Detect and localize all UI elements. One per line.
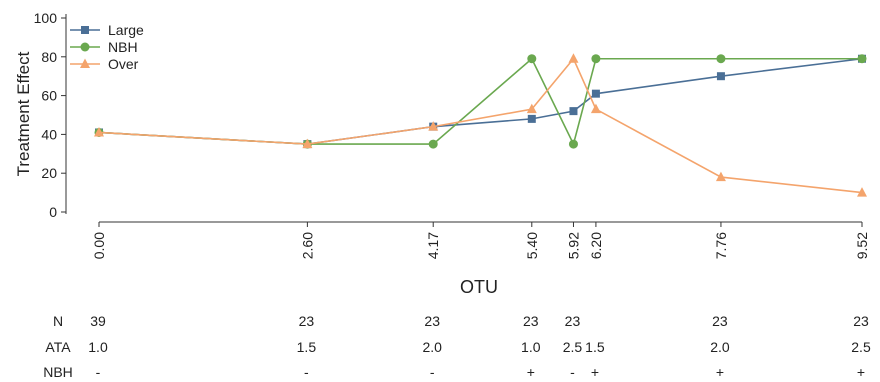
data-point-over (428, 121, 439, 131)
table-cell: 39 (90, 313, 106, 329)
table-cell: 23 (853, 313, 869, 329)
data-point-over (568, 53, 579, 63)
x-ticks: 0.00 2.60 4.17 5.40 5.92 6.20 7.76 9.52 (91, 222, 870, 259)
x-tick-label: 6.20 (588, 232, 604, 259)
data-point-over (715, 171, 726, 182)
x-tick-label: 2.60 (299, 232, 315, 259)
data-point-over (94, 126, 104, 137)
series-large (95, 54, 866, 149)
series-nbh (94, 54, 867, 149)
data-point-nbh (527, 54, 537, 64)
legend-label: Over (108, 56, 139, 72)
x-tick-label: 4.17 (425, 232, 441, 259)
data-point-over (590, 103, 601, 114)
table-row-label: N (53, 313, 63, 329)
data-point-nbh (428, 139, 438, 149)
table-row-label: NBH (43, 364, 73, 380)
table-row-nbh: NBH - - - + - + + + (43, 364, 865, 380)
data-point-large (591, 89, 600, 98)
legend-marker (80, 58, 90, 68)
table-cell: 23 (565, 313, 581, 329)
table-cell: 2.5 (851, 339, 871, 355)
legend-item-large: Large (70, 22, 144, 38)
table-cell: + (527, 364, 535, 380)
series-line-over (98, 57, 863, 194)
table-cell: 2.5 (563, 339, 583, 355)
table-cell: 1.0 (88, 339, 108, 355)
y-tick-label: 80 (41, 49, 57, 65)
data-point-over (526, 103, 537, 114)
table-cell: - (304, 364, 309, 380)
series-line-large (98, 57, 863, 145)
table-cell: 2.0 (422, 339, 442, 355)
legend-label: NBH (108, 39, 138, 55)
y-tick-label: 20 (41, 165, 57, 181)
y-tick-label: 100 (34, 10, 58, 26)
series-over (94, 53, 867, 197)
legend-marker (80, 42, 90, 52)
y-tick-label: 0 (49, 204, 57, 220)
table-cell: + (716, 364, 724, 380)
table-cell: 2.0 (710, 339, 730, 355)
legend-item-over: Over (70, 56, 139, 72)
axes (65, 14, 862, 223)
data-point-over (857, 187, 867, 197)
table-cell: - (430, 364, 435, 380)
table-cell: 1.5 (585, 339, 605, 355)
table-cell: + (591, 364, 599, 380)
x-axis-label: OTU (460, 277, 498, 297)
table-row-label: ATA (45, 339, 71, 355)
y-ticks: 0 20 40 60 80 100 (34, 10, 66, 220)
x-tick-label: 0.00 (91, 232, 107, 259)
table-cell: - (96, 364, 101, 380)
table-cell: 23 (299, 313, 315, 329)
legend-label: Large (108, 22, 144, 38)
series-layer (94, 53, 867, 197)
data-point-large (716, 72, 725, 81)
x-tick-label: 7.76 (713, 232, 729, 259)
data-point-nbh (716, 54, 726, 64)
data-point-nbh (568, 139, 578, 149)
table-row-n: N 39 23 23 23 23 23 23 (53, 313, 869, 329)
y-tick-label: 60 (41, 88, 57, 104)
y-axis-label: Treatment Effect (14, 51, 33, 176)
legend-marker (81, 26, 89, 34)
data-point-over (302, 138, 313, 149)
x-tick-label: 5.40 (524, 232, 540, 259)
table-cell: 23 (424, 313, 440, 329)
series-line-nbh (98, 57, 862, 147)
table-cell: 1.0 (521, 339, 541, 355)
table-cell: 23 (523, 313, 539, 329)
x-tick-label: 9.52 (854, 232, 870, 259)
y-tick-label: 40 (41, 126, 57, 142)
table-cell: 23 (712, 313, 728, 329)
table-cell: - (570, 364, 575, 380)
x-tick-label: 5.92 (565, 232, 581, 259)
data-point-nbh (857, 54, 867, 64)
table-cell: + (857, 364, 865, 380)
data-point-nbh (591, 54, 601, 64)
data-point-large (527, 114, 536, 123)
data-point-large (569, 107, 578, 116)
table-cell: 1.5 (297, 339, 317, 355)
legend-item-nbh: NBH (70, 39, 138, 55)
table-row-ata: ATA 1.0 1.5 2.0 1.0 2.5 1.5 2.0 2.5 (45, 339, 871, 355)
